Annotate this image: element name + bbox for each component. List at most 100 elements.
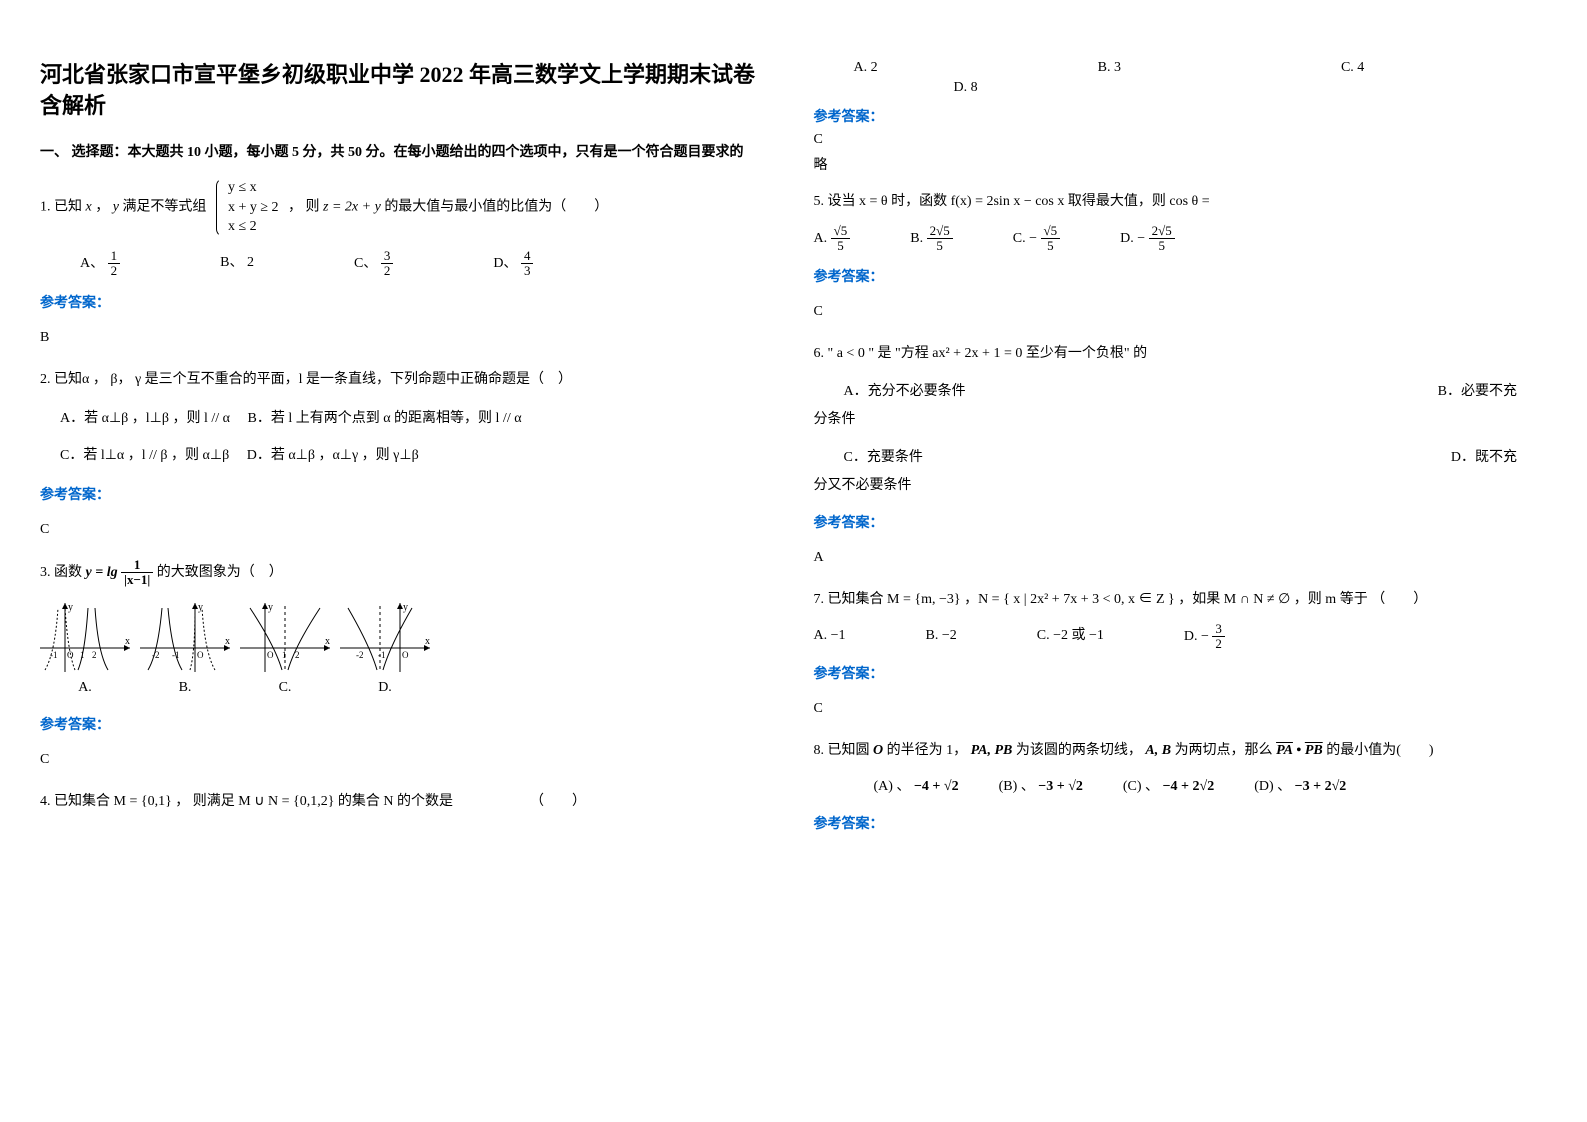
svg-text:1: 1 [282, 650, 287, 660]
svg-text:O: O [197, 650, 204, 660]
q5-b-num: 2√5 [927, 224, 953, 239]
q1-expr: z = 2x + y [323, 200, 384, 215]
q3-graph-a: x y -1 O 1 2 A. [40, 598, 130, 702]
q7-option-a: A. −1 [814, 622, 846, 652]
svg-text:y: y [268, 602, 273, 613]
svg-text:-1: -1 [50, 650, 58, 660]
q7-d-num: 3 [1212, 622, 1225, 637]
q8-a-val: −4 + √2 [914, 779, 959, 794]
q3-lbl-b: B. [140, 674, 230, 702]
q1-var-x: x [86, 200, 92, 215]
svg-text:-1: -1 [378, 650, 386, 660]
q5-d-label: D. [1120, 231, 1134, 246]
q6-b-cont: 分条件 [814, 406, 1548, 434]
q1-c1: y ≤ x [228, 178, 279, 198]
q4-omit: 略 [814, 154, 1548, 174]
q8-option-c: (C) 、 −4 + 2√2 [1123, 773, 1214, 801]
q5-answer: C [814, 298, 1548, 326]
q1-c3: x ≤ 2 [228, 217, 279, 237]
q1-a-label: A、 [80, 256, 104, 271]
svg-text:-2: -2 [152, 650, 160, 660]
q8-option-a: (A) 、 −4 + √2 [874, 773, 959, 801]
q8-papb: PA, PB [971, 743, 1013, 758]
graph-a-svg: x y -1 O 1 2 [40, 598, 130, 672]
question-3: 3. 函数 y = lg 1 |x−1| 的大致图象为（ ） x [40, 558, 774, 774]
q7-d-frac: 3 2 [1212, 622, 1225, 652]
q8-mid2: 为该圆的两条切线， [1016, 743, 1142, 758]
q5-b-frac: 2√5 5 [927, 224, 953, 254]
question-1: 1. 已知 x ， y 满足不等式组 y ≤ x x + y ≥ 2 x ≤ 2… [40, 178, 774, 352]
q7-d-pre: − [1201, 629, 1209, 644]
q1-option-b: B、 2 [220, 249, 254, 279]
svg-text:x: x [325, 636, 330, 647]
q8-tail: 的最小值为( ) [1326, 743, 1433, 758]
svg-text:O: O [267, 650, 274, 660]
q5-text: 5. 设当 x = θ 时，函数 f(x) = 2sin x − cos x 取… [814, 188, 1548, 216]
q4-option-c: C. 4 [1341, 60, 1364, 76]
q5-option-a: A. √5 5 [814, 224, 851, 254]
q5-d-frac: 2√5 5 [1149, 224, 1175, 254]
q8-mid3: 为两切点，那么 [1175, 743, 1277, 758]
q1-mid2: 满足不等式组 [122, 200, 206, 215]
q7-d-label: D. [1184, 629, 1198, 644]
q1-prefix: 1. 已知 [40, 200, 82, 215]
q7-d-den: 2 [1212, 637, 1225, 651]
q1-after: ， 则 [288, 200, 320, 215]
q1-option-c: C、 3 2 [354, 249, 393, 279]
q4-options-row1: A. 2 B. 3 C. 4 [854, 60, 1548, 76]
q5-c-label: C. [1013, 231, 1026, 246]
q5-c-frac: √5 5 [1041, 224, 1061, 254]
q2-text: 2. 已知α ， β， γ 是三个互不重合的平面，l 是一条直线，下列命题中正确… [40, 366, 774, 394]
q8-vec2: PB [1305, 743, 1323, 758]
q3-lbl-c: C. [240, 674, 330, 702]
q1-c-label: C、 [354, 256, 377, 271]
q1-c-den: 2 [381, 264, 394, 278]
question-4: 4. 已知集合 M = {0,1} ， 则满足 M ∪ N = {0,1,2} … [40, 788, 774, 816]
q8-b-val: −3 + √2 [1038, 779, 1083, 794]
q6-option-c: C．充要条件 [844, 444, 923, 472]
q2-option-d: D．若 α⊥β ，α⊥γ ，则 γ⊥β [247, 448, 419, 463]
q8-c-label: (C) 、 [1123, 779, 1159, 794]
q5-a-label: A. [814, 231, 828, 246]
q5-a-frac: √5 5 [831, 224, 851, 254]
q8-b-label: (B) 、 [999, 779, 1035, 794]
svg-text:y: y [68, 602, 73, 613]
q5-a-num: √5 [831, 224, 851, 239]
q1-constraints: y ≤ x x + y ≥ 2 x ≤ 2 [216, 178, 279, 237]
q1-a-num: 1 [108, 249, 121, 264]
svg-text:-1: -1 [172, 650, 180, 660]
q1-option-a: A、 1 2 [80, 249, 120, 279]
q5-option-d: D. − 2√5 5 [1120, 224, 1175, 254]
svg-text:1: 1 [80, 650, 85, 660]
exam-title: 河北省张家口市宣平堡乡初级职业中学 2022 年高三数学文上学期期末试卷含解析 [40, 60, 774, 122]
question-6: 6. " a < 0 " 是 "方程 ax² + 2x + 1 = 0 至少有一… [814, 340, 1548, 572]
q1-var-y: y [113, 200, 119, 215]
q1-mid1: ， [95, 200, 109, 215]
q5-answer-label: 参考答案： [814, 264, 1548, 292]
q4-option-a: A. 2 [854, 60, 878, 76]
q1-c2: x + y ≥ 2 [228, 198, 279, 218]
q7-answer: C [814, 695, 1548, 723]
q7-option-c: C. −2 或 −1 [1037, 622, 1104, 652]
q4-answer: C [814, 132, 1548, 148]
q5-option-c: C. − √5 5 [1013, 224, 1060, 254]
q1-a-frac: 1 2 [108, 249, 121, 279]
q5-d-den: 5 [1149, 239, 1175, 253]
svg-text:2: 2 [92, 650, 97, 660]
q8-pre: 8. 已知圆 [814, 743, 874, 758]
graph-b-svg: x y -2 -1 O [140, 598, 230, 672]
svg-text:x: x [125, 636, 130, 647]
q8-dot: • [1296, 743, 1304, 758]
q5-a-den: 5 [831, 239, 851, 253]
q1-a-den: 2 [108, 264, 121, 278]
q2-option-c: C．若 l⊥α ，l // β ，则 α⊥β [60, 448, 229, 463]
q3-lbl-a: A. [40, 674, 130, 702]
q5-option-b: B. 2√5 5 [910, 224, 952, 254]
q2-option-b: B．若 l 上有两个点到 α 的距离相等，则 l // α [247, 411, 521, 426]
q3-answer-label: 参考答案： [40, 712, 774, 740]
q3-graph-d: x y -2 -1 O D. [340, 598, 430, 702]
q4-text: 4. 已知集合 M = {0,1} ， 则满足 M ∪ N = {0,1,2} … [40, 788, 774, 816]
q7-answer-label: 参考答案： [814, 661, 1548, 689]
q5-d-pre: − [1137, 231, 1145, 246]
q3-graph-c: x y O 1 2 C. [240, 598, 330, 702]
